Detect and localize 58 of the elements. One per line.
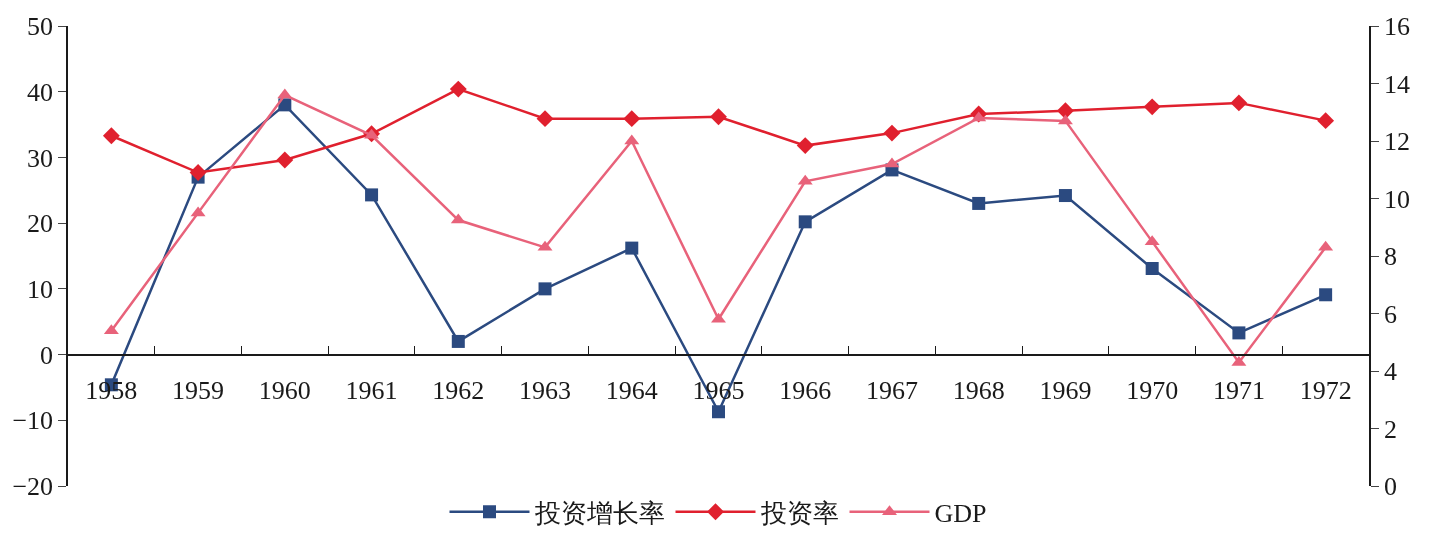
y-tick-label: 10 — [27, 274, 54, 304]
point — [796, 137, 814, 155]
x-tick-label: 1958 — [85, 375, 138, 405]
y2-tick-label: 16 — [1383, 12, 1410, 42]
x-tick-label: 1968 — [952, 375, 1005, 405]
y2-tick-label: 0 — [1383, 472, 1397, 502]
point — [449, 80, 467, 98]
x-tick-label: 1966 — [779, 375, 832, 405]
point — [1145, 261, 1159, 275]
point — [798, 215, 812, 229]
legend-label: 投资增长率 — [533, 498, 665, 528]
point — [1317, 112, 1335, 130]
point — [102, 127, 120, 145]
point — [538, 282, 552, 296]
point — [189, 164, 207, 181]
x-tick-label: 1961 — [345, 375, 398, 405]
point — [972, 196, 986, 210]
x-tick-label: 1967 — [865, 375, 918, 405]
y2-tick-label: 4 — [1383, 357, 1397, 387]
point — [451, 334, 465, 348]
x-tick-label: 1962 — [432, 375, 485, 405]
y-tick-label: −20 — [12, 472, 54, 502]
point — [536, 110, 554, 128]
point — [276, 151, 294, 169]
point — [1230, 94, 1248, 112]
x-tick-label: 1972 — [1299, 375, 1352, 405]
y2-tick-label: 6 — [1383, 299, 1397, 329]
x-tick-label: 1970 — [1126, 375, 1179, 405]
point — [712, 405, 725, 419]
y2-tick-label: 14 — [1383, 69, 1410, 99]
y-tick-label: 0 — [40, 340, 54, 370]
legend-label: GDP — [934, 498, 987, 528]
x-tick-label: 1964 — [605, 375, 658, 405]
y-tick-label: 30 — [27, 143, 54, 173]
x-tick-label: 1959 — [172, 375, 225, 405]
y-tick-label: −10 — [12, 406, 54, 436]
y2-tick-label: 8 — [1383, 242, 1397, 272]
point — [1056, 102, 1074, 120]
x-tick-label: 1960 — [258, 375, 311, 405]
x-tick-label: 1969 — [1039, 375, 1092, 405]
point — [1143, 98, 1161, 116]
legend-label: 投资率 — [759, 498, 839, 528]
y-tick-label: 20 — [27, 209, 54, 239]
point — [623, 110, 641, 128]
y-tick-label: 40 — [27, 77, 54, 107]
y2-tick-label: 12 — [1383, 127, 1410, 157]
point — [1058, 189, 1072, 203]
point — [625, 241, 639, 255]
point — [1232, 326, 1246, 340]
x-tick-label: 1971 — [1212, 375, 1265, 405]
point — [1319, 288, 1333, 302]
x-tick-label: 1963 — [519, 375, 572, 405]
y2-tick-label: 2 — [1383, 414, 1397, 444]
y-tick-label: 50 — [27, 12, 54, 42]
point — [710, 108, 727, 126]
point — [365, 188, 379, 202]
y2-tick-label: 10 — [1383, 184, 1410, 214]
point — [883, 124, 901, 142]
